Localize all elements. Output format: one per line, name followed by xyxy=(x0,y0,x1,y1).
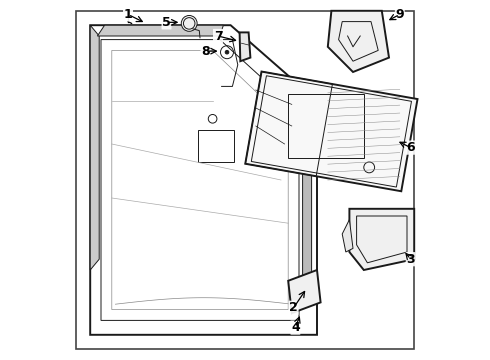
Polygon shape xyxy=(349,209,414,270)
Polygon shape xyxy=(328,11,389,72)
Polygon shape xyxy=(240,32,250,61)
Text: 2: 2 xyxy=(289,301,298,314)
Circle shape xyxy=(181,15,197,31)
Text: 4: 4 xyxy=(291,321,300,334)
Text: 8: 8 xyxy=(201,45,210,58)
Bar xyxy=(198,130,234,162)
Text: 7: 7 xyxy=(214,30,222,42)
Text: 5: 5 xyxy=(162,16,171,29)
Polygon shape xyxy=(342,220,353,252)
Polygon shape xyxy=(98,25,223,36)
Text: 6: 6 xyxy=(406,141,415,154)
Circle shape xyxy=(225,50,229,54)
Bar xyxy=(288,94,364,158)
Text: 3: 3 xyxy=(406,253,415,266)
Polygon shape xyxy=(288,270,320,313)
Text: 1: 1 xyxy=(123,8,132,21)
Polygon shape xyxy=(303,119,312,288)
Polygon shape xyxy=(90,25,99,270)
Polygon shape xyxy=(245,72,417,191)
Text: 9: 9 xyxy=(395,8,404,21)
